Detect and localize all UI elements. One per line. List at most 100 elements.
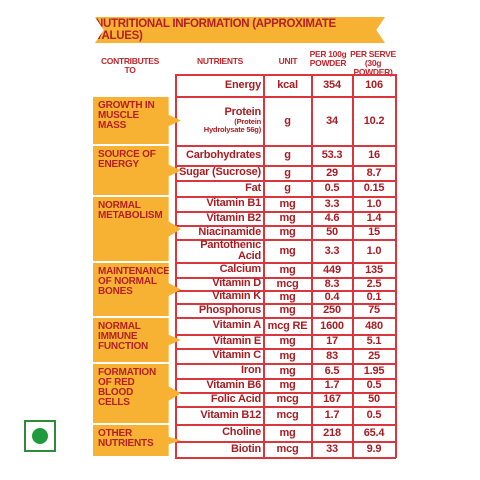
grid-line <box>175 74 396 76</box>
nutrient-name: Vitamin D <box>212 277 261 289</box>
value-cell: 0.5 <box>366 379 382 391</box>
grid-line <box>175 277 396 279</box>
unit-cell: mg <box>279 304 296 316</box>
value-cell: 3.3 <box>324 197 340 210</box>
nutrient-cell: Vitamin C <box>177 348 261 363</box>
nutrient-name: Choline <box>222 426 261 438</box>
grid-line <box>175 406 396 408</box>
grid-line <box>311 74 313 458</box>
nutrient-note: (Protein Hydrolysate 56g) <box>203 117 261 134</box>
nutrient-cell: Fat <box>177 180 261 196</box>
value-cell: 250 <box>323 304 341 316</box>
nutrient-cell: Carbohydrates <box>177 145 261 165</box>
grid-line <box>395 74 397 458</box>
group-label: SOURCE OF ENERGY <box>93 146 181 195</box>
nutrient-cell: Calcium <box>177 262 262 277</box>
group-label: OTHER NUTRIENTS <box>93 425 181 456</box>
value-cell: 33 <box>326 443 338 455</box>
column-header: CONTRIBUTES TO <box>100 56 160 75</box>
nutrient-cell: Pantothenic Acid <box>177 239 261 262</box>
unit-cell: g <box>284 166 291 179</box>
value-cell: 0.4 <box>324 290 340 303</box>
title-banner: NUTRITIONAL INFORMATION (APPROXIMATE VAL… <box>95 17 385 43</box>
nutrient-cell: Folic Acid <box>177 392 261 406</box>
grid-line <box>175 317 396 319</box>
unit-cell: mg <box>279 212 296 224</box>
unit-cell: mg <box>279 226 296 238</box>
nutrient-name: Vitamin K <box>212 290 261 302</box>
grid-line <box>175 378 396 380</box>
nutrient-name: Calcium <box>219 263 262 275</box>
value-cell: 1.95 <box>363 364 385 377</box>
value-cell: 65.4 <box>363 426 385 439</box>
grid-line <box>175 441 396 443</box>
grid-line <box>175 225 396 227</box>
nutrient-cell: Niacinamide <box>177 225 261 239</box>
grid-line <box>175 145 396 147</box>
nutrient-cell: Vitamin B1 <box>177 196 261 211</box>
nutrient-cell: Vitamin E <box>177 334 261 348</box>
value-cell: 3.3 <box>324 244 340 257</box>
unit-cell: g <box>284 149 291 161</box>
nutrient-cell: Vitamin B6 <box>177 378 261 392</box>
unit-cell: mg <box>279 379 296 391</box>
grid-line <box>175 239 396 241</box>
nutrient-cell: Choline <box>177 424 261 441</box>
value-cell: 0.5 <box>324 182 340 194</box>
nutrient-cell: Energy <box>177 74 261 96</box>
nutrient-name: Vitamin B2 <box>206 211 261 224</box>
value-cell: 1.0 <box>366 244 382 257</box>
value-cell: 15 <box>368 226 380 238</box>
nutrient-name: Biotin <box>231 442 261 455</box>
group-label: FORMATION OF RED BLOOD CELLS <box>93 364 181 423</box>
unit-cell: mg <box>279 244 296 257</box>
nutrient-cell: Iron <box>177 363 261 378</box>
value-cell: 1.7 <box>324 379 340 391</box>
value-cell: 2.5 <box>366 277 382 290</box>
nutrient-name: Niacinamide <box>198 225 261 238</box>
grid-line <box>175 457 396 459</box>
grid-line <box>175 96 396 98</box>
nutrient-cell: Biotin <box>177 441 261 457</box>
nutrient-name: Vitamin B12 <box>200 408 261 421</box>
unit-cell: kcal <box>277 79 298 91</box>
nutrient-name: Vitamin B6 <box>206 378 261 391</box>
value-cell: 8.7 <box>366 166 382 179</box>
grid-line <box>352 74 354 458</box>
unit-cell: mg <box>279 290 296 303</box>
value-cell: 4.6 <box>324 212 340 224</box>
nutrient-name: Vitamin A <box>212 319 262 331</box>
value-cell: 354 <box>323 79 341 91</box>
grid-line <box>175 363 396 365</box>
nutrient-name: Vitamin C <box>212 349 261 361</box>
grid-line <box>175 290 396 292</box>
grid-line <box>175 348 396 350</box>
unit-cell: g <box>284 114 291 127</box>
value-cell: 0.1 <box>366 290 382 303</box>
grid-line <box>175 303 396 305</box>
nutrient-cell: Phosphorus <box>177 303 261 317</box>
value-cell: 1.4 <box>366 212 382 224</box>
unit-cell: mg <box>279 349 296 362</box>
value-cell: 1600 <box>320 319 344 332</box>
group-label: GROWTH IN MUSCLE MASS <box>93 97 181 144</box>
nutrient-name: Fat <box>245 181 261 194</box>
nutrient-cell: Sugar (Sucrose) <box>177 165 261 180</box>
column-header: NUTRIENTS <box>197 56 243 66</box>
grid-line <box>175 165 396 167</box>
unit-cell: mcg <box>276 393 299 405</box>
value-cell: 6.5 <box>324 364 340 377</box>
nutrient-cell: Vitamin B2 <box>177 211 261 225</box>
value-cell: 75 <box>368 304 380 316</box>
unit-cell: mg <box>279 364 296 377</box>
nutrient-cell: Vitamin D <box>177 277 261 290</box>
nutrient-cell: Vitamin B12 <box>177 406 261 424</box>
column-header: UNIT <box>278 56 298 66</box>
value-cell: 83 <box>326 349 338 362</box>
value-cell: 8.3 <box>324 277 340 290</box>
value-cell: 9.9 <box>366 443 382 455</box>
value-cell: 449 <box>323 263 341 276</box>
unit-cell: mcg <box>276 409 299 421</box>
value-cell: 1.7 <box>324 409 340 421</box>
